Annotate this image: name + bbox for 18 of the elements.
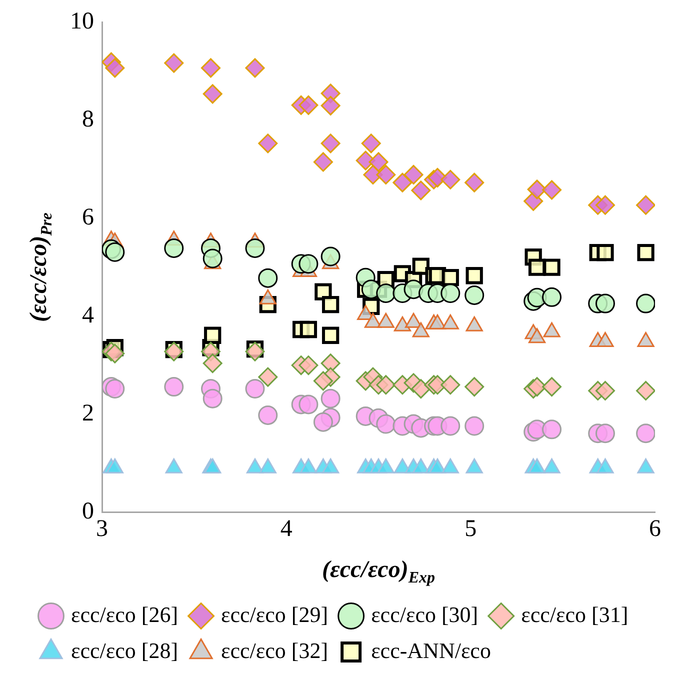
legend-label: εcc/εco [30]: [371, 602, 478, 627]
legend-label: εcc/εco [32]: [221, 638, 328, 663]
y-tick-label: 4: [82, 302, 94, 329]
x-tick-label: 5: [464, 516, 477, 542]
y-tick-label: 8: [82, 106, 94, 133]
y-tick-label: 10: [70, 8, 94, 35]
y-tick-label: 2: [82, 400, 94, 427]
legend-label: εcc-ANN/εco: [371, 638, 491, 663]
x-tick-label: 4: [280, 516, 292, 542]
legend-label: εcc/εco [28]: [71, 638, 178, 663]
y-tick-label: 0: [82, 498, 94, 524]
y-axis-title: (εcc/εco)Pre: [26, 212, 56, 322]
legend-label: εcc/εco [26]: [71, 602, 178, 627]
x-tick-label: 3: [96, 516, 108, 542]
legend-label: εcc/εco [29]: [221, 602, 328, 627]
legend-label: εcc/εco [31]: [521, 602, 628, 627]
x-tick-label: 6: [649, 516, 661, 542]
y-tick-label: 6: [82, 204, 94, 231]
